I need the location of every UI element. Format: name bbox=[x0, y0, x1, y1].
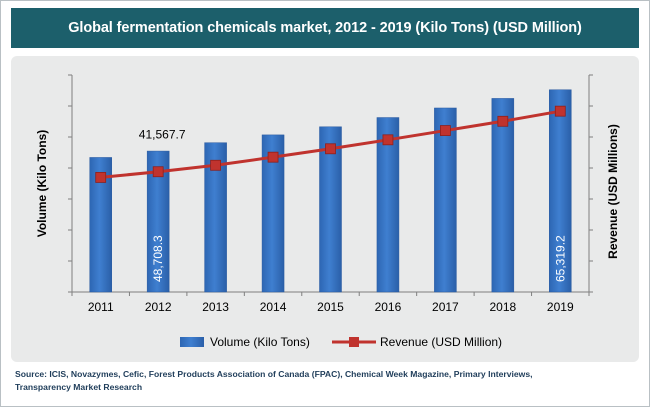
x-tick-label: 2012 bbox=[145, 300, 172, 314]
x-tick-label: 2019 bbox=[547, 300, 574, 314]
legend-swatch-volume bbox=[180, 337, 204, 347]
bar-data-label: 48,708.3 bbox=[151, 235, 165, 282]
volume-bar bbox=[549, 89, 572, 293]
volume-bar bbox=[319, 126, 342, 293]
revenue-marker bbox=[95, 172, 107, 183]
chart-title: Global fermentation chemicals market, 20… bbox=[11, 8, 639, 48]
legend: Volume (Kilo Tons) Revenue (USD Million) bbox=[180, 335, 502, 349]
x-tick-label: 2017 bbox=[432, 300, 459, 314]
volume-bar bbox=[204, 142, 227, 293]
volume-bar bbox=[146, 150, 170, 293]
legend-label-volume: Volume (Kilo Tons) bbox=[210, 335, 310, 349]
revenue-marker bbox=[152, 166, 164, 178]
revenue-marker bbox=[267, 151, 279, 163]
source-note: Source: ICIS, Novazymes, Cefic, Forest P… bbox=[15, 368, 635, 394]
x-tick-label: 2018 bbox=[489, 300, 516, 314]
x-tick-label: 2015 bbox=[317, 300, 344, 314]
revenue-marker bbox=[497, 115, 509, 127]
source-line-1: Source: ICIS, Novazymes, Cefic, Forest P… bbox=[15, 369, 533, 379]
revenue-marker bbox=[382, 134, 394, 146]
revenue-marker bbox=[554, 105, 566, 117]
y-axis-title-right: Revenue (USD Millions) bbox=[606, 124, 620, 259]
x-tick-label: 2014 bbox=[260, 300, 287, 314]
volume-bar bbox=[434, 107, 457, 293]
line-series bbox=[95, 105, 566, 183]
data-labels: 48,708.3 65,319.2 41,567.7 bbox=[139, 128, 567, 282]
volume-bar bbox=[261, 134, 285, 293]
source-line-2: Transparency Market Research bbox=[15, 382, 143, 392]
volume-bar bbox=[89, 157, 112, 293]
x-tick-label: 2016 bbox=[375, 300, 402, 314]
x-tick-label: 2011 bbox=[88, 300, 114, 314]
legend-label-revenue: Revenue (USD Million) bbox=[380, 335, 502, 349]
y-axis-title-left: Volume (Kilo Tons) bbox=[35, 130, 49, 238]
bar-series bbox=[89, 89, 572, 293]
revenue-marker bbox=[210, 159, 222, 171]
x-tick-label: 2013 bbox=[202, 300, 229, 314]
volume-bar bbox=[491, 98, 515, 293]
bar-data-label: 65,319.2 bbox=[553, 235, 567, 282]
legend-swatch-revenue-marker bbox=[349, 337, 359, 347]
revenue-marker bbox=[325, 143, 336, 155]
revenue-marker bbox=[439, 125, 451, 136]
line-data-label: 41,567.7 bbox=[139, 128, 186, 142]
volume-bar bbox=[376, 117, 400, 293]
